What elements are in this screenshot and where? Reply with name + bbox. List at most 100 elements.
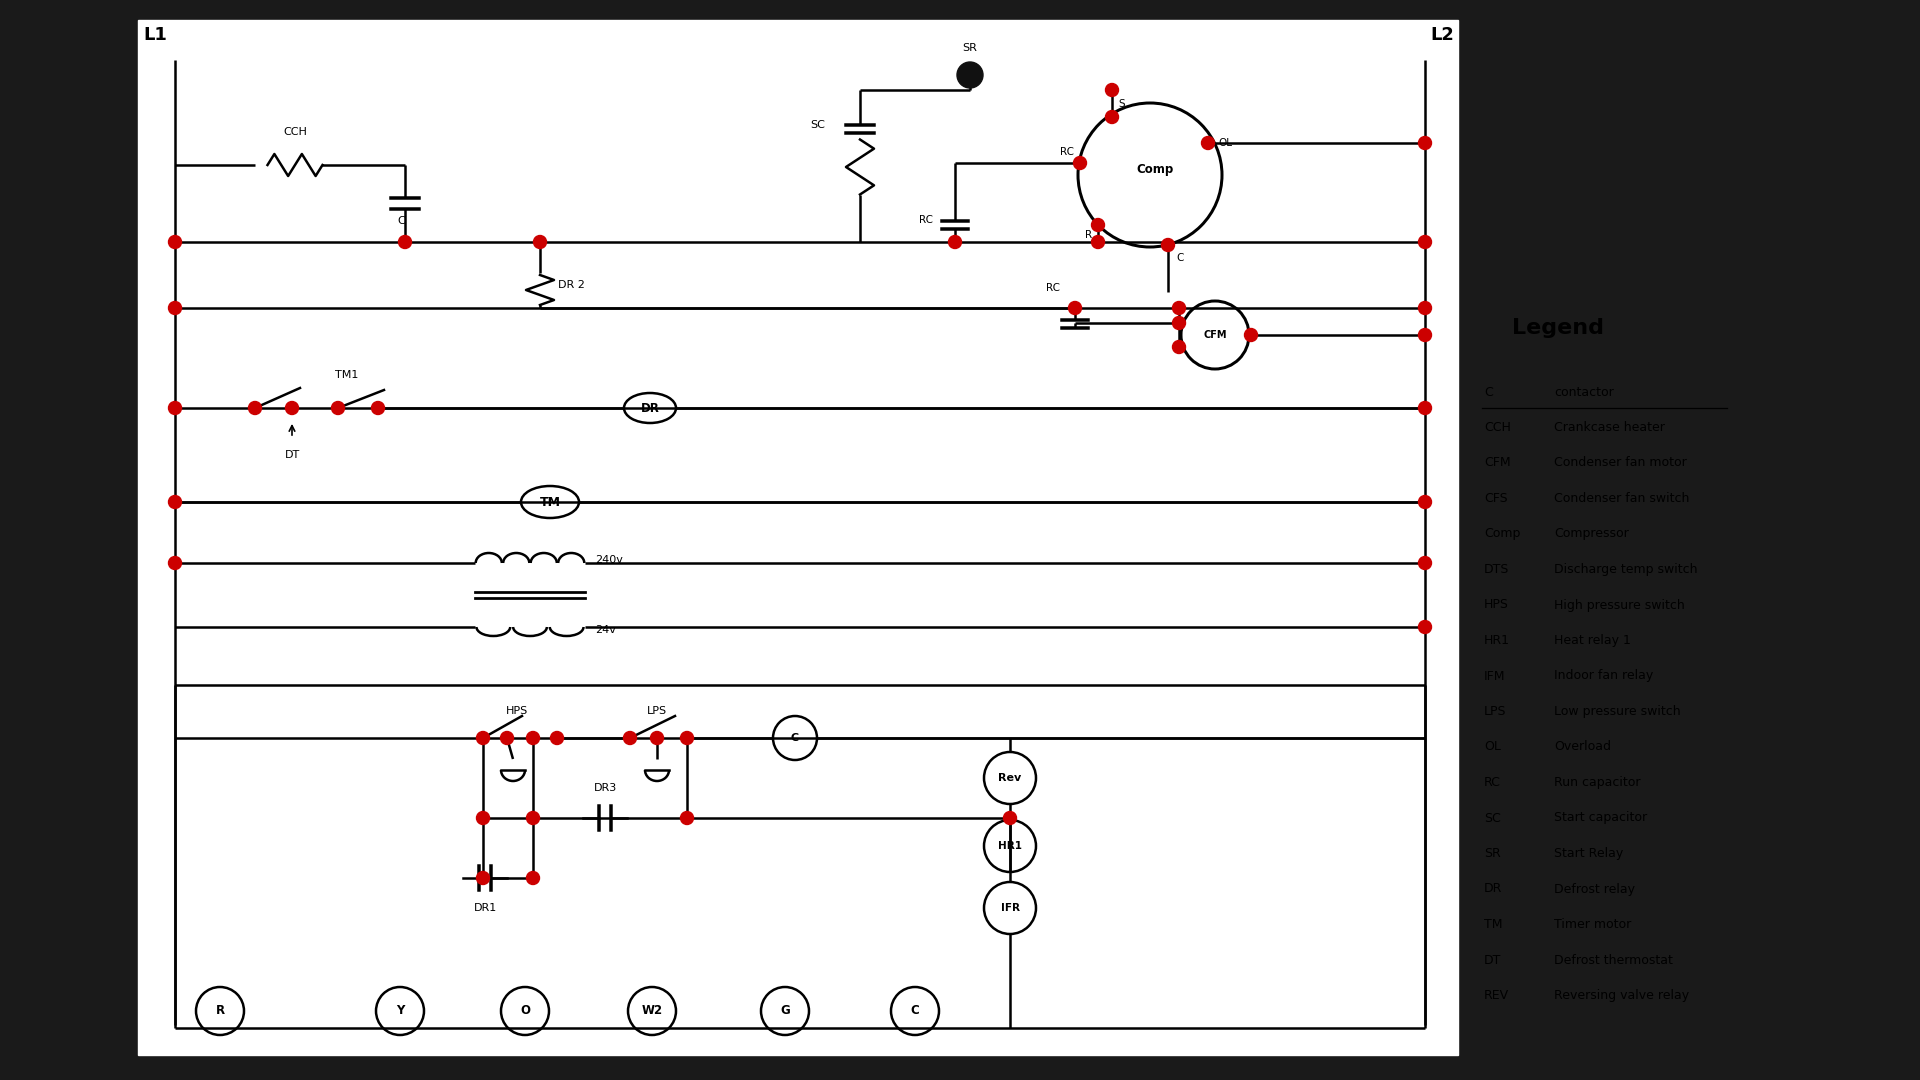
Circle shape [526,872,540,885]
Text: HR1: HR1 [998,841,1021,851]
Circle shape [399,235,411,248]
Circle shape [1106,110,1119,123]
Text: L2: L2 [1430,26,1453,44]
Text: DR: DR [1484,882,1501,895]
Text: SC: SC [810,120,826,130]
Text: Compressor: Compressor [1553,527,1628,540]
Circle shape [371,402,384,415]
Circle shape [286,402,298,415]
Text: LPS: LPS [647,706,666,716]
Text: TM: TM [540,496,561,509]
Text: C: C [1484,386,1492,399]
Text: SC: SC [1484,811,1501,824]
Text: RC: RC [1484,777,1501,789]
Text: C: C [397,216,405,227]
Text: Rev: Rev [998,773,1021,783]
Circle shape [1419,235,1432,248]
Bar [0,0,138,1080]
Text: Comp: Comp [1137,163,1173,176]
Text: CFS: CFS [1484,492,1507,505]
Circle shape [332,402,344,415]
Text: Indoor fan relay: Indoor fan relay [1553,670,1653,683]
Text: contactor: contactor [1553,386,1613,399]
Circle shape [651,731,664,744]
Circle shape [1069,301,1081,314]
Circle shape [956,62,983,87]
Circle shape [526,811,540,824]
Circle shape [248,402,261,415]
Text: Start Relay: Start Relay [1553,847,1622,860]
Text: Crankcase heater: Crankcase heater [1553,421,1665,434]
Text: Run capacitor: Run capacitor [1553,777,1640,789]
Circle shape [1173,340,1185,353]
Circle shape [1419,621,1432,634]
Circle shape [169,402,182,415]
Circle shape [476,811,490,824]
Text: S: S [1117,99,1125,109]
Text: SR: SR [1484,847,1501,860]
Circle shape [680,811,693,824]
Circle shape [476,872,490,885]
Text: DR 2: DR 2 [559,280,586,291]
Text: LPS: LPS [1484,705,1507,718]
Circle shape [476,731,490,744]
Text: DR: DR [641,402,659,415]
Text: CCH: CCH [282,127,307,137]
Text: High pressure switch: High pressure switch [1553,598,1684,611]
Text: Overload: Overload [1553,741,1611,754]
Text: DR1: DR1 [474,903,497,913]
Circle shape [1173,301,1185,314]
Text: R: R [1085,230,1092,240]
Text: RC: RC [920,215,933,225]
Text: IFR: IFR [1000,903,1020,913]
Circle shape [624,731,637,744]
Text: DTS: DTS [1484,563,1509,576]
Circle shape [1073,157,1087,170]
Text: OL: OL [1217,138,1233,148]
Text: G: G [780,1004,789,1017]
Circle shape [948,235,962,248]
Bar [138,21,1457,1055]
Text: IFM: IFM [1484,670,1505,683]
Text: C: C [791,733,799,743]
Text: Condenser fan switch: Condenser fan switch [1553,492,1690,505]
Text: Legend: Legend [1513,318,1603,338]
Circle shape [680,731,693,744]
Text: RC: RC [1060,147,1073,157]
Circle shape [1091,218,1104,231]
Text: HPS: HPS [1484,598,1509,611]
Text: REV: REV [1484,989,1509,1002]
Circle shape [1106,83,1119,96]
Bar [1457,0,1920,1080]
Text: CFM: CFM [1484,457,1511,470]
Text: R: R [215,1004,225,1017]
Text: Condenser fan motor: Condenser fan motor [1553,457,1688,470]
Circle shape [534,235,547,248]
Circle shape [169,301,182,314]
Text: W2: W2 [641,1004,662,1017]
Circle shape [169,235,182,248]
Text: O: O [520,1004,530,1017]
Circle shape [1419,328,1432,341]
Circle shape [551,731,563,744]
Text: C: C [910,1004,920,1017]
Text: Defrost thermostat: Defrost thermostat [1553,954,1672,967]
Text: DT: DT [284,450,300,460]
Text: DT: DT [1484,954,1501,967]
Text: HPS: HPS [505,706,528,716]
Circle shape [501,731,513,744]
Text: SR: SR [962,43,977,53]
Text: TM1: TM1 [334,370,359,380]
Text: C: C [1175,253,1183,264]
Circle shape [1162,239,1175,252]
Circle shape [1419,301,1432,314]
Text: Timer motor: Timer motor [1553,918,1632,931]
Circle shape [1202,136,1215,149]
Circle shape [1244,328,1258,341]
Text: 240v: 240v [595,555,622,565]
Text: L1: L1 [144,26,167,44]
Text: Comp: Comp [1484,527,1521,540]
Circle shape [526,731,540,744]
Text: Discharge temp switch: Discharge temp switch [1553,563,1697,576]
Text: Start capacitor: Start capacitor [1553,811,1647,824]
